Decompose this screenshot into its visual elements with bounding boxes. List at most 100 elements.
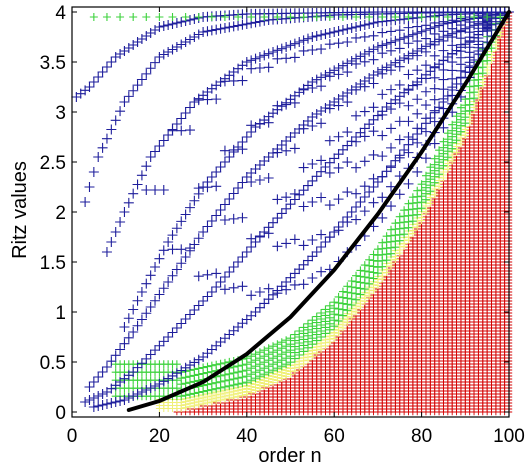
blue-marker — [119, 97, 130, 107]
blue-marker — [167, 244, 178, 255]
blue-marker — [176, 17, 187, 27]
blue-marker — [150, 262, 161, 272]
blue-marker — [298, 259, 309, 270]
blue-marker — [180, 209, 191, 220]
blue-marker — [298, 185, 309, 196]
blue-marker — [228, 188, 239, 199]
y-tick-label: 2 — [55, 203, 66, 224]
green-marker — [172, 360, 181, 369]
blue-marker — [298, 45, 309, 56]
blue-marker — [202, 94, 213, 105]
blue-marker — [281, 203, 292, 214]
blue-marker — [101, 247, 112, 257]
blue-marker — [128, 188, 139, 199]
green-marker — [404, 13, 413, 21]
blue-marker — [132, 179, 143, 190]
green-marker — [299, 13, 308, 21]
blue-marker — [407, 48, 418, 59]
blue-marker — [386, 45, 397, 56]
blue-marker — [250, 17, 261, 28]
blue-marker — [233, 257, 244, 267]
blue-marker — [163, 20, 174, 30]
blue-marker — [377, 151, 388, 162]
green-marker — [194, 13, 203, 21]
blue-marker — [329, 153, 340, 164]
y-tick-label: 2.5 — [40, 153, 66, 174]
blue-marker — [289, 143, 300, 154]
blue-marker — [272, 45, 283, 56]
blue-marker — [333, 131, 344, 142]
blue-marker — [329, 27, 340, 37]
blue-marker — [281, 99, 292, 110]
blue-marker — [390, 35, 401, 46]
blue-marker — [141, 161, 152, 172]
blue-marker — [171, 119, 182, 129]
blue-marker — [211, 167, 222, 177]
blue-marker — [289, 234, 300, 245]
blue-marker — [403, 100, 414, 111]
blue-marker — [377, 89, 388, 100]
plot-layer — [71, 7, 514, 416]
blue-marker — [123, 332, 134, 343]
blue-marker — [211, 268, 222, 279]
blue-marker — [403, 38, 414, 49]
blue-marker — [237, 212, 248, 223]
blue-marker — [254, 287, 265, 297]
blue-marker — [141, 353, 152, 364]
green-marker — [417, 13, 426, 21]
blue-marker — [228, 75, 239, 86]
blue-marker — [176, 244, 187, 255]
blue-marker — [390, 155, 401, 166]
blue-marker — [198, 296, 209, 306]
blue-marker — [211, 24, 222, 35]
blue-marker — [420, 153, 431, 164]
green-marker — [89, 13, 98, 21]
blue-marker — [184, 34, 195, 45]
green-marker — [338, 287, 347, 296]
blue-marker — [202, 291, 213, 302]
blue-marker — [316, 72, 327, 83]
blue-marker — [176, 318, 187, 329]
blue-marker — [281, 238, 292, 249]
blue-marker — [289, 188, 300, 199]
blue-marker — [254, 63, 265, 73]
blue-marker — [123, 313, 134, 324]
blue-marker — [171, 323, 182, 333]
blue-marker — [381, 62, 392, 73]
blue-marker — [219, 284, 230, 295]
blue-marker — [394, 116, 405, 127]
blue-marker — [324, 39, 335, 50]
blue-marker — [403, 116, 414, 127]
y-tick-label: 4 — [55, 3, 66, 24]
blue-marker — [233, 142, 244, 152]
green-marker — [207, 361, 216, 370]
blue-marker — [193, 183, 204, 194]
blue-marker — [158, 245, 169, 256]
blue-marker — [368, 44, 379, 55]
blue-marker — [337, 144, 348, 155]
blue-marker — [93, 401, 104, 411]
blue-marker — [324, 157, 335, 168]
blue-marker — [224, 22, 235, 33]
blue-marker — [180, 314, 191, 324]
blue-marker — [145, 63, 156, 74]
blue-marker — [368, 18, 379, 28]
blue-marker — [163, 332, 174, 342]
blue-marker — [189, 305, 200, 315]
blue-marker — [176, 216, 187, 227]
blue-marker — [342, 217, 353, 228]
x-tick-label: 40 — [236, 426, 257, 447]
blue-marker — [307, 32, 318, 42]
blue-marker — [307, 175, 318, 186]
blue-marker — [359, 192, 370, 202]
blue-marker — [412, 94, 423, 105]
blue-marker — [171, 18, 182, 28]
blue-marker — [154, 289, 165, 300]
green-marker — [277, 338, 286, 347]
blue-marker — [246, 290, 257, 301]
blue-marker — [110, 350, 121, 361]
blue-marker — [307, 45, 318, 55]
green-marker — [282, 336, 291, 345]
blue-marker — [320, 162, 331, 172]
blue-marker — [215, 277, 226, 287]
